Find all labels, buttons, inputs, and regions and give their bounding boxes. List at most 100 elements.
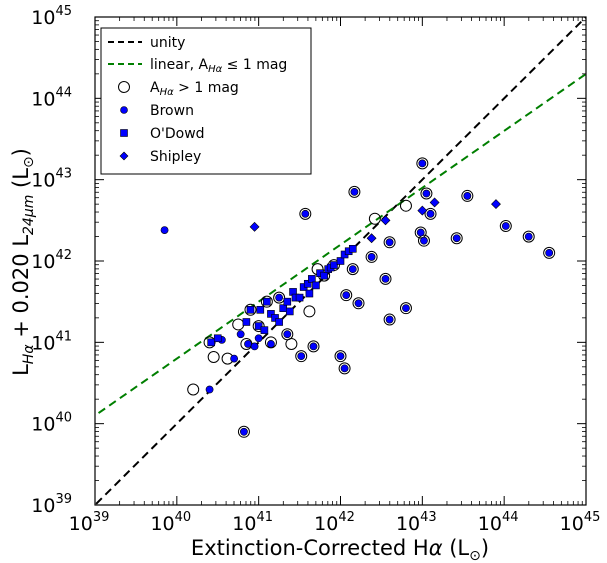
legend-brown-swatch bbox=[120, 106, 128, 114]
brown-point bbox=[452, 234, 461, 243]
extincted-marker bbox=[399, 302, 412, 315]
brown-point bbox=[416, 228, 425, 237]
odowd-point bbox=[283, 297, 292, 306]
x-tick-label: 1045 bbox=[560, 510, 601, 535]
shipley-point bbox=[249, 221, 260, 232]
legend-odowd-swatch bbox=[120, 129, 128, 137]
shipley-point bbox=[417, 205, 428, 216]
brown-points bbox=[160, 159, 554, 436]
odowd-point bbox=[308, 275, 316, 283]
extincted-marker bbox=[285, 337, 298, 350]
brown-point bbox=[160, 226, 169, 234]
extincted-marker bbox=[383, 313, 396, 326]
extincted-marker bbox=[252, 320, 265, 333]
extincted-marker bbox=[417, 234, 430, 247]
odowd-point bbox=[348, 245, 357, 253]
y-tick-label: 1042 bbox=[31, 248, 72, 273]
extincted-marker bbox=[273, 291, 286, 304]
brown-point bbox=[240, 427, 248, 436]
x-tick-label: 1043 bbox=[396, 510, 437, 535]
extincted-marker bbox=[416, 157, 429, 170]
odowd-point bbox=[271, 314, 279, 322]
extincted-marker bbox=[340, 289, 353, 302]
linear-fit-line bbox=[95, 72, 586, 417]
extincted-marker bbox=[383, 236, 396, 249]
extincted-marker bbox=[346, 263, 359, 276]
brown-point bbox=[367, 253, 376, 261]
extincted-marker bbox=[352, 297, 365, 310]
extincted-marker bbox=[543, 246, 556, 259]
odowd-point bbox=[312, 281, 320, 290]
brown-point bbox=[354, 299, 363, 308]
shipley-point bbox=[429, 197, 440, 208]
odowd-point bbox=[246, 305, 255, 314]
legend-linear-label: linear, AHα ≤ 1 mag bbox=[150, 57, 287, 75]
brown-point bbox=[385, 315, 394, 324]
extincted-marker bbox=[187, 383, 200, 396]
odowd-points bbox=[207, 245, 357, 347]
brown-point bbox=[336, 352, 345, 361]
legend-shipley-label: Shipley bbox=[150, 149, 201, 165]
legend: unity linear, AHα ≤ 1 mag AHα > 1 mag Br… bbox=[100, 27, 312, 175]
y-tick-label: 1045 bbox=[31, 4, 72, 29]
brown-point bbox=[385, 238, 394, 247]
extincted-marker bbox=[207, 350, 220, 363]
extincted-marker bbox=[348, 185, 361, 198]
extincted-marker bbox=[499, 220, 512, 233]
brown-point bbox=[501, 222, 510, 230]
odowd-point bbox=[279, 304, 288, 312]
extincted-marker bbox=[334, 350, 347, 363]
shipley-point bbox=[380, 215, 391, 226]
brown-point bbox=[426, 209, 435, 218]
brown-point bbox=[348, 265, 357, 274]
odowd-point bbox=[285, 307, 294, 316]
odowd-point bbox=[207, 338, 216, 347]
brown-point bbox=[422, 189, 431, 198]
brown-point bbox=[297, 352, 306, 361]
brown-point bbox=[301, 209, 310, 218]
axis-ticks bbox=[94, 16, 587, 506]
extincted-marker bbox=[303, 305, 316, 318]
odowd-point bbox=[242, 318, 251, 326]
brown-point bbox=[309, 342, 318, 351]
brown-point bbox=[381, 274, 390, 283]
odowd-point bbox=[295, 293, 304, 302]
x-tick-label: 1044 bbox=[478, 510, 519, 535]
shipley-point bbox=[366, 233, 377, 244]
extincted-marker bbox=[365, 250, 378, 263]
shipley-point bbox=[491, 199, 501, 209]
brown-point bbox=[342, 291, 351, 300]
extincted-marker bbox=[203, 336, 216, 349]
brown-point bbox=[463, 192, 472, 200]
x-axis-title: Extinction-Corrected Hα (L⊙) bbox=[191, 536, 489, 563]
extincted-marker bbox=[414, 226, 427, 239]
brown-point bbox=[205, 385, 214, 394]
extincted-marker bbox=[420, 187, 433, 200]
extincted-marker bbox=[307, 340, 320, 353]
brown-point bbox=[524, 232, 533, 241]
odowd-point bbox=[305, 289, 314, 298]
extincted-marker bbox=[237, 425, 250, 438]
legend-shipley-swatch bbox=[119, 151, 129, 161]
extincted-marker bbox=[295, 350, 308, 363]
extincted-marker bbox=[461, 189, 474, 202]
y-tick-label: 1040 bbox=[31, 411, 72, 436]
extincted-marker bbox=[450, 232, 463, 245]
x-tick-label: 1042 bbox=[314, 510, 355, 535]
odowd-point bbox=[275, 318, 283, 326]
x-tick-label: 1040 bbox=[150, 510, 191, 535]
odowd-point bbox=[320, 271, 328, 280]
odowd-point bbox=[213, 334, 222, 343]
brown-point bbox=[545, 248, 554, 257]
brown-point bbox=[254, 334, 263, 343]
odowd-point bbox=[330, 261, 338, 269]
legend-ring-swatch bbox=[118, 81, 130, 93]
legend-unity-label: unity bbox=[150, 35, 185, 51]
brown-point bbox=[244, 340, 252, 348]
y-tick-label: 1039 bbox=[31, 492, 72, 517]
brown-point bbox=[250, 342, 259, 351]
legend-extinction-label: AHα > 1 mag bbox=[150, 80, 239, 98]
y-tick-label: 1044 bbox=[31, 85, 72, 110]
extincted-marker bbox=[232, 318, 245, 331]
